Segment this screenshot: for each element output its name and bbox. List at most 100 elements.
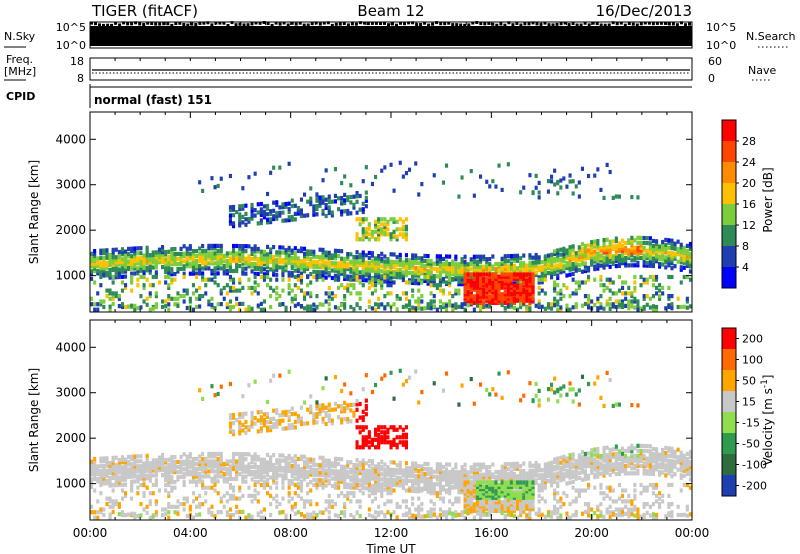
power-cell	[361, 260, 365, 265]
power-cell	[411, 273, 415, 278]
velocity-cell	[216, 456, 220, 461]
velocity-cell	[299, 419, 303, 424]
velocity-cell	[457, 402, 461, 407]
velocity-cell	[374, 474, 378, 479]
velocity-cell	[346, 493, 350, 498]
velocity-cell	[327, 463, 331, 468]
velocity-cell	[349, 499, 353, 504]
power-cell	[296, 248, 300, 253]
velocity-cell	[225, 469, 229, 474]
power-cell	[352, 267, 356, 272]
power-cell	[574, 184, 578, 189]
power-cell	[438, 266, 442, 271]
power-cell	[599, 305, 603, 310]
power-cell	[262, 257, 266, 262]
power-cell	[374, 224, 378, 229]
power-cell	[124, 269, 128, 274]
power-cell	[309, 199, 313, 204]
velocity-cell	[361, 483, 365, 488]
velocity-cell	[244, 425, 248, 430]
power-cell	[463, 298, 467, 303]
power-cell	[306, 251, 310, 256]
power-cell	[565, 250, 569, 256]
power-cell	[568, 247, 572, 252]
power-cell	[441, 302, 445, 307]
power-cell	[614, 256, 618, 261]
power-cell	[389, 234, 393, 239]
power-cell	[596, 259, 600, 264]
velocity-cell	[346, 496, 350, 501]
power-cell	[605, 299, 609, 304]
velocity-cell	[256, 479, 260, 485]
velocity-cell	[355, 478, 359, 483]
power-cell	[148, 268, 152, 273]
velocity-cell	[441, 472, 445, 477]
freq-label: Freq.	[6, 53, 33, 66]
power-cell	[685, 274, 689, 280]
velocity-cell	[90, 469, 94, 474]
velocity-cell	[340, 403, 344, 409]
nsky-noise-mark	[106, 23, 110, 27]
velocity-cell	[188, 464, 192, 469]
velocity-cell	[377, 477, 381, 482]
power-cell	[355, 270, 359, 275]
velocity-cell	[222, 466, 226, 471]
velocity-cell	[426, 467, 430, 472]
velocity-cell	[358, 425, 362, 430]
power-cell	[111, 296, 115, 301]
freq-panel	[89, 57, 693, 81]
power-cell	[370, 251, 374, 256]
power-cell	[537, 195, 541, 200]
power-cell	[195, 266, 199, 271]
velocity-cell	[105, 481, 109, 486]
velocity-cell	[315, 412, 319, 417]
velocity-cell	[105, 473, 109, 478]
velocity-cell	[330, 418, 334, 423]
velocity-cell	[408, 375, 412, 380]
velocity-cell	[259, 509, 263, 514]
velocity-cell	[374, 430, 378, 435]
velocity-cell	[173, 455, 177, 460]
velocity-cell	[188, 459, 192, 464]
nsky-noise-mark	[391, 22, 394, 26]
power-cell	[315, 192, 319, 197]
velocity-cell	[114, 478, 118, 483]
power-cell	[296, 268, 300, 273]
velocity-cell	[225, 499, 229, 504]
velocity-cell	[386, 485, 390, 490]
power-cell	[275, 262, 279, 267]
power-cell	[151, 260, 155, 265]
velocity-cell	[448, 488, 452, 493]
velocity-cell	[182, 474, 186, 479]
power-cell	[617, 246, 621, 251]
power-cell	[482, 272, 486, 277]
power-cell	[497, 269, 501, 274]
power-cell	[102, 263, 106, 268]
power-cell	[463, 254, 467, 259]
power-cell	[565, 253, 569, 258]
power-cell	[475, 294, 479, 299]
power-cell	[266, 191, 270, 197]
power-cell	[228, 205, 232, 210]
power-cell	[417, 281, 421, 286]
velocity-cell	[154, 463, 158, 468]
velocity-cell	[374, 496, 378, 501]
power-cell	[479, 279, 483, 284]
velocity-cell	[361, 481, 365, 486]
velocity-cell	[219, 510, 223, 515]
velocity-cell	[296, 464, 300, 469]
velocity-cell	[420, 471, 424, 476]
velocity-cell	[364, 473, 368, 478]
velocity-cell	[293, 419, 297, 424]
power-cell	[272, 267, 276, 272]
colorbar-segment	[722, 183, 736, 205]
velocity-cell	[99, 464, 103, 469]
velocity-cell	[445, 488, 449, 493]
power-cell	[361, 273, 365, 278]
power-cell	[164, 280, 168, 285]
power-cell	[312, 254, 316, 259]
power-cell	[642, 294, 646, 299]
velocity-cell	[238, 485, 242, 490]
velocity-cell	[303, 464, 307, 469]
power-cell	[355, 191, 359, 196]
